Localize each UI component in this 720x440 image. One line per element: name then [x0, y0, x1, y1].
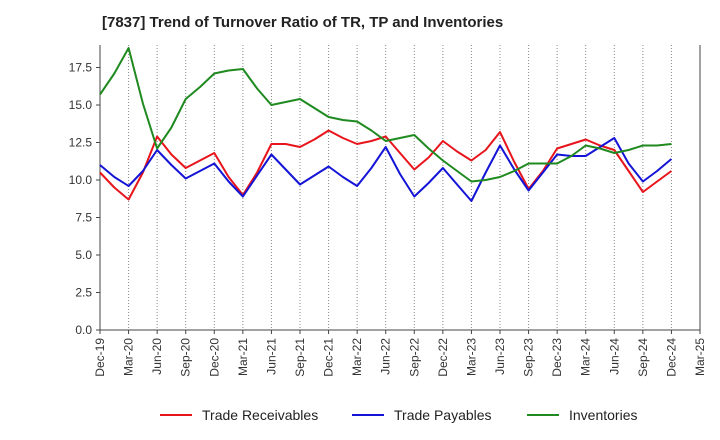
x-tick-label: Sep-22 [407, 338, 421, 377]
y-tick-label: 12.5 [69, 136, 93, 150]
x-tick-label: Mar-24 [579, 338, 593, 376]
series-line-inventories [99, 47, 672, 183]
y-tick-label: 10.0 [69, 173, 93, 187]
x-tick-label: Mar-21 [236, 338, 250, 376]
x-tick-label: Mar-20 [122, 338, 136, 376]
legend-label-inventories: Inventories [569, 407, 638, 423]
x-tick-label: Mar-22 [350, 338, 364, 376]
axes [96, 45, 701, 334]
series-lines [99, 47, 673, 202]
legend-item-trade-receivables: Trade Receivables [160, 404, 318, 426]
x-tick-label: Mar-23 [464, 338, 478, 376]
x-tick-label: Sep-24 [636, 338, 650, 377]
chart-title: [7837] Trend of Turnover Ratio of TR, TP… [102, 14, 504, 31]
x-tick-labels: Dec-19 Mar-20 Jun-20 Sep-20 Dec-20 Mar-21 Jun-… [93, 338, 707, 377]
x-tick-label: Dec-21 [322, 338, 336, 377]
legend-swatch-trade-payables [352, 414, 384, 416]
x-tick-label: Mar-25 [693, 338, 707, 376]
legend-swatch-inventories [527, 414, 559, 416]
series-line-trade-payables [99, 137, 673, 202]
y-tick-label: 7.5 [75, 211, 92, 225]
x-tick-label: Jun-23 [493, 338, 507, 375]
x-tick-label: Jun-21 [264, 338, 278, 375]
legend-swatch-trade-receivables [160, 414, 192, 416]
legend-label-trade-payables: Trade Payables [394, 407, 492, 423]
x-tick-label: Jun-22 [379, 338, 393, 375]
x-tick-label: Sep-21 [293, 338, 307, 377]
x-tick-label: Dec-20 [207, 338, 221, 377]
y-tick-label: 2.5 [75, 286, 92, 300]
series-line-trade-receivables [99, 129, 672, 201]
x-tick-label: Dec-22 [436, 338, 450, 377]
legend-item-trade-payables: Trade Payables [352, 404, 492, 426]
y-tick-label: 17.5 [69, 61, 93, 75]
x-tick-label: Sep-20 [179, 338, 193, 377]
y-tick-label: 5.0 [75, 248, 92, 262]
y-tick-label: 0.0 [75, 323, 92, 337]
x-tick-label: Jun-24 [607, 338, 621, 375]
y-tick-labels: 0.0 2.5 5.0 7.5 10.0 12.5 15.0 17.5 [69, 61, 93, 338]
legend: Trade Receivables Trade Payables Invento… [0, 404, 720, 426]
grid-lines [99, 45, 701, 330]
x-tick-label: Sep-23 [522, 338, 536, 377]
x-tick-label: Dec-24 [664, 338, 678, 377]
x-tick-label: Dec-19 [93, 338, 107, 377]
x-tick-label: Jun-20 [150, 338, 164, 375]
legend-item-inventories: Inventories [527, 404, 637, 426]
x-tick-label: Dec-23 [550, 338, 564, 377]
axis-frame [99, 45, 701, 331]
legend-label-trade-receivables: Trade Receivables [202, 407, 319, 423]
y-tick-label: 15.0 [69, 98, 93, 112]
